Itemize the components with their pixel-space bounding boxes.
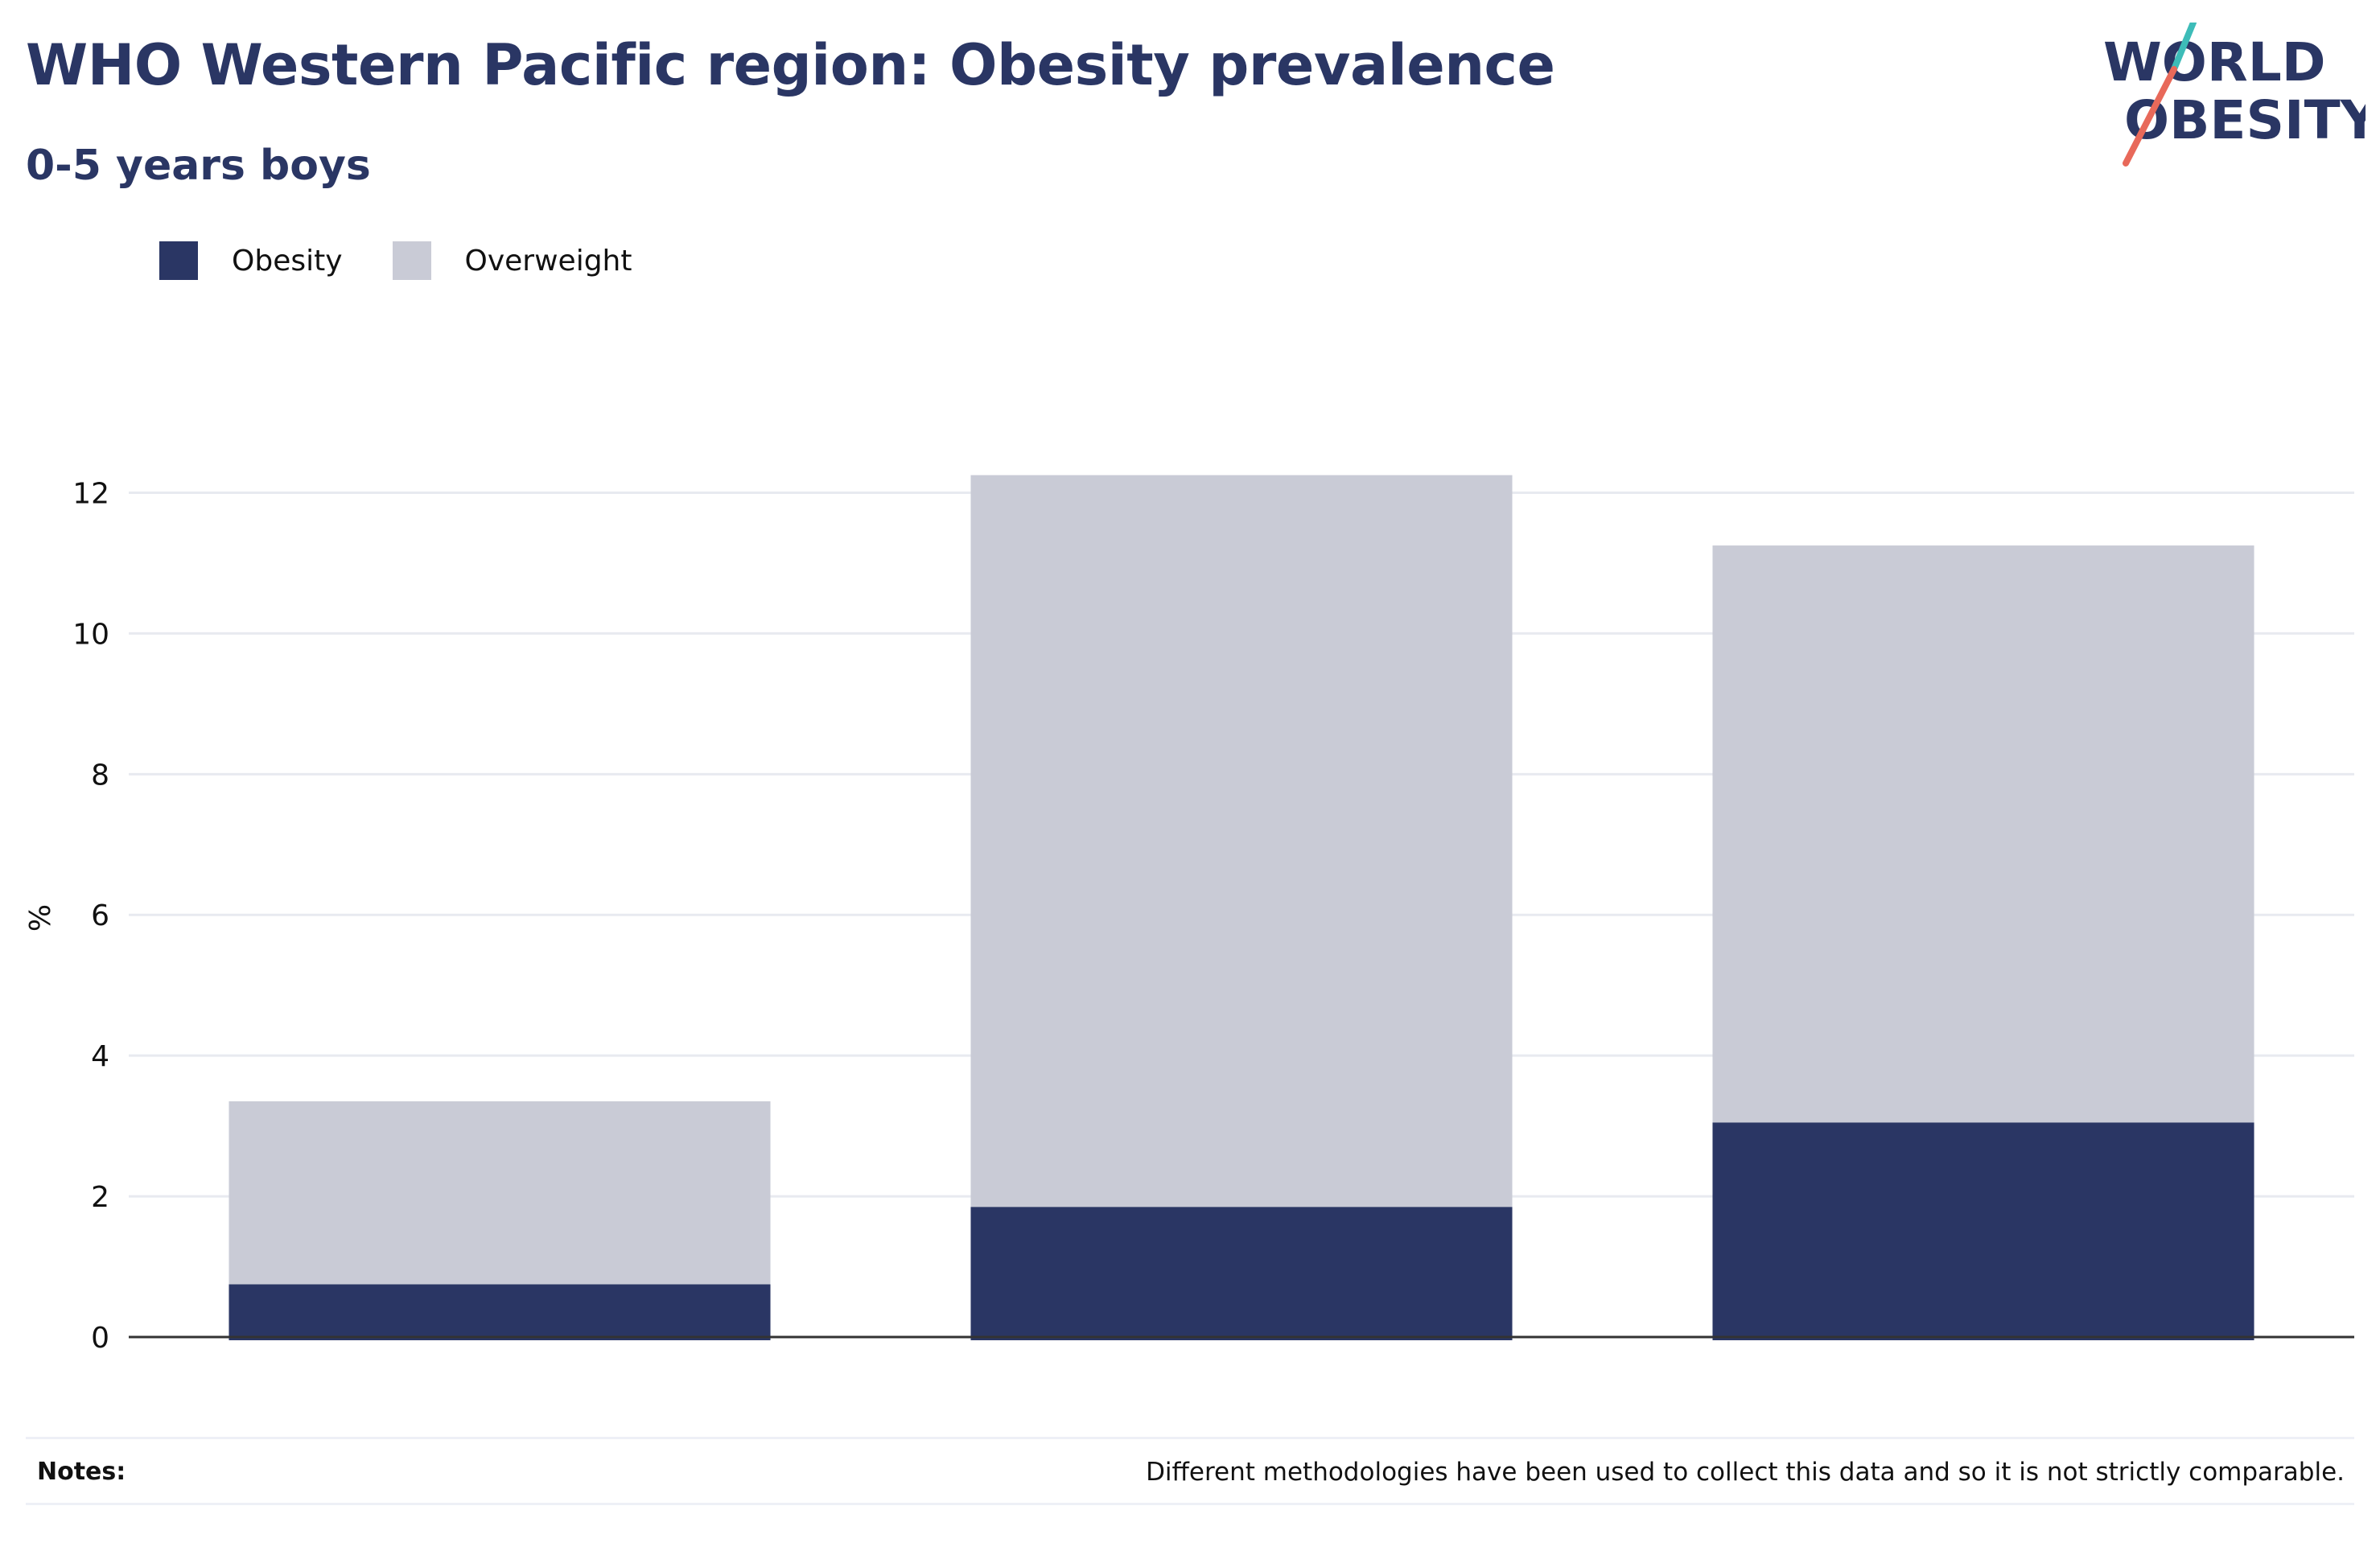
- legend-label: Obesity: [232, 244, 343, 278]
- bar-obesity-mongolia: [1712, 1122, 2254, 1340]
- y-axis-label: %: [24, 904, 57, 932]
- legend-swatch: [392, 241, 431, 280]
- world-obesity-logo: WORLD OBESITY: [2103, 23, 2366, 167]
- y-tick-label: 8: [91, 759, 109, 792]
- logo-line-1: WORLD: [2103, 31, 2326, 93]
- chart-legend: Obesity Overweight: [159, 240, 681, 282]
- y-tick-label: 0: [91, 1322, 109, 1355]
- legend-item-overweight: Overweight: [392, 241, 632, 280]
- y-tick-label: 10: [72, 618, 109, 651]
- logo-slash-coral: [2123, 66, 2177, 167]
- bar-overweight-mongolia: [1712, 545, 2254, 1123]
- y-tick-label: 4: [91, 1040, 109, 1073]
- bar-overweight-kiribati: [229, 1101, 771, 1285]
- y-tick-label: 6: [91, 899, 109, 932]
- notes-text: Different methodologies have been used t…: [1146, 1458, 2345, 1487]
- bar-obesity-tonga: [970, 1207, 1513, 1340]
- bar-obesity-kiribati: [229, 1284, 771, 1340]
- y-tick-labels: 0 2 4 6 8 10 12: [72, 477, 109, 1355]
- logo-line-2: OBESITY: [2124, 89, 2366, 151]
- notes-bottom-rule: [26, 1503, 2354, 1505]
- notes-top-rule: [26, 1437, 2354, 1439]
- chart-subtitle: 0-5 years boys: [26, 142, 371, 190]
- legend-label: Overweight: [464, 244, 632, 278]
- y-tick-label: 12: [72, 477, 109, 510]
- y-tick-label: 2: [91, 1181, 109, 1214]
- legend-item-obesity: Obesity: [159, 241, 343, 280]
- notes-label: Notes:: [37, 1458, 126, 1486]
- logo-slash-teal: [2171, 23, 2197, 72]
- bars: [229, 475, 2254, 1340]
- legend-swatch: [159, 241, 198, 280]
- bar-overweight-tonga: [970, 475, 1513, 1208]
- chart-title: WHO Western Pacific region: Obesity prev…: [26, 32, 1555, 98]
